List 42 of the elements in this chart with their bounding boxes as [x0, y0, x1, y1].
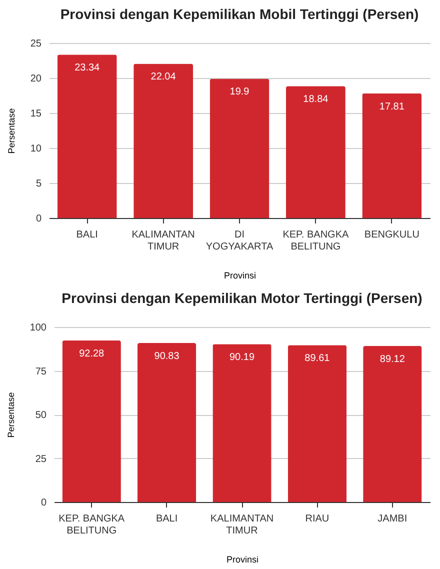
y-tick-label: 75	[35, 366, 47, 378]
y-tick-label: 50	[35, 410, 47, 421]
x-tick-label: BALI	[76, 230, 98, 240]
data-label: 18.84	[303, 94, 329, 106]
x-axis-title: Provinsi	[224, 270, 256, 280]
bar	[57, 54, 117, 218]
data-label: 19.9	[230, 86, 250, 98]
bar	[286, 86, 346, 218]
y-tick-label: 5	[36, 178, 42, 190]
data-label: 22.04	[150, 72, 176, 83]
x-tick-label: JAMBI	[378, 514, 408, 524]
x-tick-label: KALIMANTAN TIMUR	[210, 514, 274, 536]
y-tick-label: 100	[30, 322, 47, 334]
y-tick-label: 25	[35, 454, 47, 465]
x-tick-label: RIAU	[305, 514, 330, 524]
y-tick-label: 20	[30, 74, 42, 84]
y-tick-label: 25	[30, 38, 42, 50]
data-label: 89.61	[304, 353, 330, 364]
x-axis-title: Provinsi	[226, 554, 259, 564]
y-tick-label: 0	[40, 498, 47, 508]
y-axis-title: Persentase	[6, 108, 16, 154]
bar	[134, 64, 194, 218]
y-axis-title: Persentase	[6, 392, 16, 438]
y-tick-label: 10	[30, 144, 42, 154]
data-label: 89.12	[380, 354, 406, 366]
x-tick-label: BALI	[156, 514, 178, 524]
x-tick-label: DI YOGYAKARTA	[206, 230, 274, 252]
data-label: 92.28	[79, 348, 105, 360]
chart-title: Provinsi dengan Kepemilikan Motor Tertinggi (Persen)	[62, 290, 422, 306]
data-label: 90.83	[154, 351, 180, 362]
y-tick-label: 0	[36, 214, 42, 224]
data-label: 23.34	[74, 62, 100, 74]
x-tick-label: KALIMANTAN TIMUR	[132, 230, 195, 252]
x-tick-label: KEP. BANGKA BELITUNG	[58, 514, 125, 536]
x-tick-label: BENGKULU	[364, 230, 420, 240]
bar	[362, 93, 422, 218]
data-label: 17.81	[379, 101, 405, 112]
data-label: 90.19	[229, 352, 255, 364]
x-tick-label: KEP. BANGKA BELITUNG	[282, 230, 350, 252]
y-tick-label: 15	[30, 108, 42, 120]
chart-title: Provinsi dengan Kepemilikan Mobil Tertinggi (Persen)	[60, 6, 419, 22]
bar	[210, 78, 270, 218]
